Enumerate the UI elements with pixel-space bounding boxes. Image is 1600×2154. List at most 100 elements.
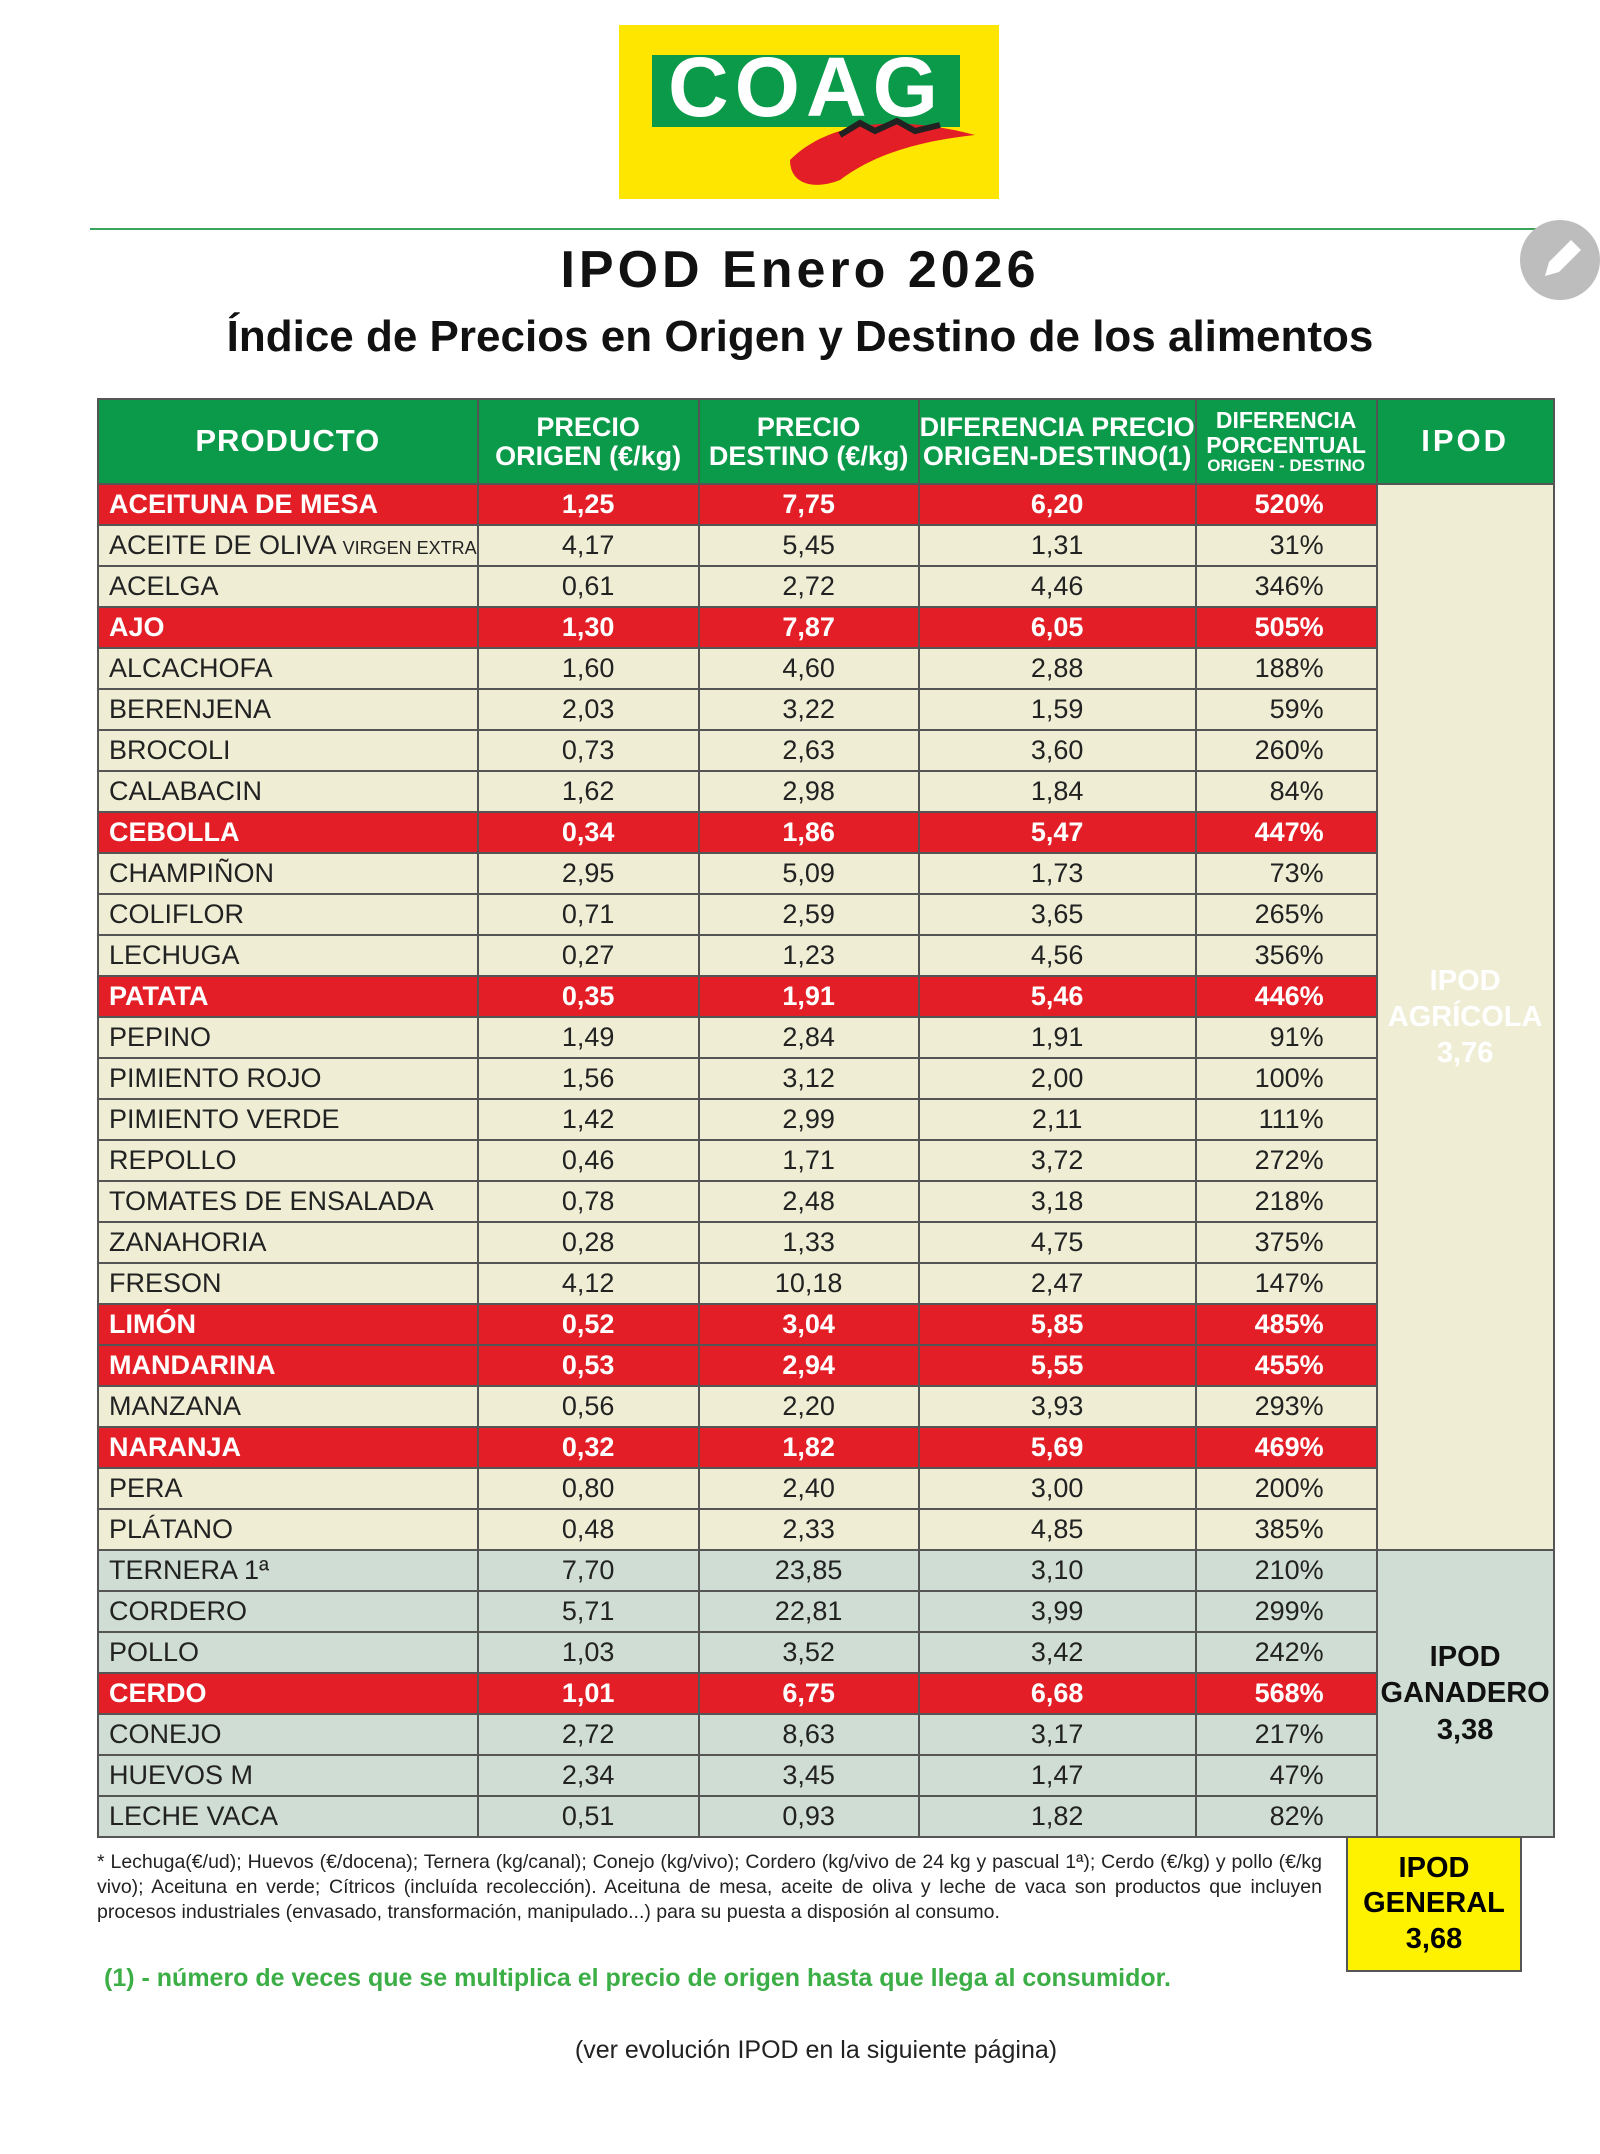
value-cell: 0,34 [476,811,700,854]
cell-value: 5,69 [1030,1432,1084,1462]
cell-value: 31% [1269,530,1324,560]
value-cell: 2,88 [917,647,1197,690]
product-name: ZANAHORIA [109,1227,267,1257]
value-cell: 5,71 [476,1590,700,1633]
product-name: PLÁTANO [109,1514,234,1544]
product-name: COLIFLOR [109,899,245,929]
product-cell: ACEITE DE OLIVA VIRGEN EXTRA [97,524,479,567]
cell-value: 23,85 [774,1555,843,1585]
column-header: PRODUCTO [97,398,479,485]
cell-value: 1,25 [561,489,615,519]
cell-value: 0,78 [561,1186,615,1216]
table-row: REPOLLO 0,46 1,71 3,72 272% [97,1139,1554,1182]
product-cell: PIMIENTO VERDE [97,1098,479,1141]
product-cell: CEBOLLA [97,811,479,854]
table-row: PIMIENTO ROJO 1,56 3,12 2,00 100% [97,1057,1554,1100]
value-cell: 2,40 [697,1467,920,1510]
cell-value: 4,12 [561,1268,615,1298]
value-cell: 3,17 [917,1713,1197,1756]
value-cell: 2,47 [917,1262,1197,1305]
cell-value: 6,20 [1030,489,1084,519]
cell-value: 0,71 [561,899,615,929]
value-cell: 485% [1194,1303,1378,1346]
header-line: ORIGEN (€/kg) [495,440,682,471]
cell-value: 7,70 [561,1555,615,1585]
cell-value: 293% [1254,1391,1324,1421]
table-row: TERNERA 1ª 7,70 23,85 3,10 210% IPOD GANADERO 3… [97,1549,1555,1838]
value-cell: 1,25 [476,483,700,526]
value-cell: 4,17 [476,524,700,567]
value-cell: 385% [1194,1508,1378,1551]
value-cell: 1,82 [917,1795,1197,1838]
product-cell: CHAMPIÑON [97,852,479,895]
cell-value: 6,05 [1030,612,1084,642]
logo-swoosh [790,123,975,185]
value-cell: 1,47 [917,1754,1197,1797]
cell-value: 1,91 [782,981,835,1011]
value-cell: 1,01 [476,1672,700,1715]
product-cell: HUEVOS M [97,1754,479,1797]
cell-value: 0,93 [782,1801,835,1831]
cell-value: 7,75 [782,489,835,519]
value-cell: 2,94 [697,1344,920,1387]
value-cell: 5,47 [917,811,1197,854]
cell-value: 22,81 [774,1596,843,1626]
value-cell: 5,46 [917,975,1197,1018]
value-cell: 356% [1194,934,1378,977]
product-detail: VIRGEN EXTRA [342,538,477,558]
column-header: DIFERENCIA PORCENTUAL ORIGEN - DESTINO [1194,398,1378,485]
product-name: CONEJO [109,1719,222,1749]
value-cell: 2,00 [917,1057,1197,1100]
product-cell: ALCACHOFA [97,647,479,690]
table-row: CONEJO 2,72 8,63 3,17 217% [97,1713,1554,1756]
product-name: ALCACHOFA [109,653,273,683]
product-name: HUEVOS M [109,1760,254,1790]
value-cell: 23,85 [697,1549,920,1592]
footer: (ver evolución IPOD en la siguiente pági… [574,2036,1058,2064]
cell-value: 200% [1254,1473,1324,1503]
cell-value: 0,46 [561,1145,615,1175]
product-name: LECHUGA [109,940,240,970]
cell-value: 100% [1254,1063,1324,1093]
product-cell: REPOLLO [97,1139,479,1182]
cell-value: 4,56 [1030,940,1084,970]
cell-value: 346% [1254,571,1324,601]
value-cell: 7,87 [697,606,920,649]
cell-value: 4,46 [1030,571,1084,601]
value-cell: 2,98 [697,770,920,813]
cell-value: 272% [1254,1145,1324,1175]
cell-value: 3,17 [1030,1719,1084,1749]
cell-value: 1,82 [782,1432,835,1462]
product-name: ACELGA [109,571,219,601]
value-cell: 0,73 [476,729,700,772]
table-row: BROCOLI 0,73 2,63 3,60 260% [97,729,1554,772]
cell-value: 2,59 [782,899,835,929]
group-ipod: IPOD GANADERO 3,38 [1375,1549,1555,1838]
cell-value: 1,82 [1030,1801,1084,1831]
value-cell: 265% [1194,893,1378,936]
value-cell: 447% [1194,811,1378,854]
header-line: IPOD [1421,423,1510,459]
value-cell: 1,33 [697,1221,920,1264]
value-cell: 0,35 [476,975,700,1018]
cell-value: 91% [1269,1022,1324,1052]
cell-value: 299% [1254,1596,1324,1626]
value-cell: 2,03 [476,688,700,731]
product-cell: MANDARINA [97,1344,479,1387]
cell-value: 5,71 [561,1596,615,1626]
value-cell: 1,56 [476,1057,700,1100]
product-name: POLLO [109,1637,200,1667]
value-cell: 8,63 [697,1713,920,1756]
table-row: LIMÓN 0,52 3,04 5,85 485% [97,1303,1554,1346]
table-row: COLIFLOR 0,71 2,59 3,65 265% [97,893,1554,936]
cell-value: 0,34 [561,817,615,847]
value-cell: 1,60 [476,647,700,690]
cell-value: 0,35 [561,981,615,1011]
cell-value: 4,17 [561,530,615,560]
pencil-icon [1545,240,1581,276]
product-cell: MANZANA [97,1385,479,1428]
product-name: ACEITUNA DE MESA [109,489,379,519]
cell-value: 242% [1254,1637,1324,1667]
product-cell: BROCOLI [97,729,479,772]
